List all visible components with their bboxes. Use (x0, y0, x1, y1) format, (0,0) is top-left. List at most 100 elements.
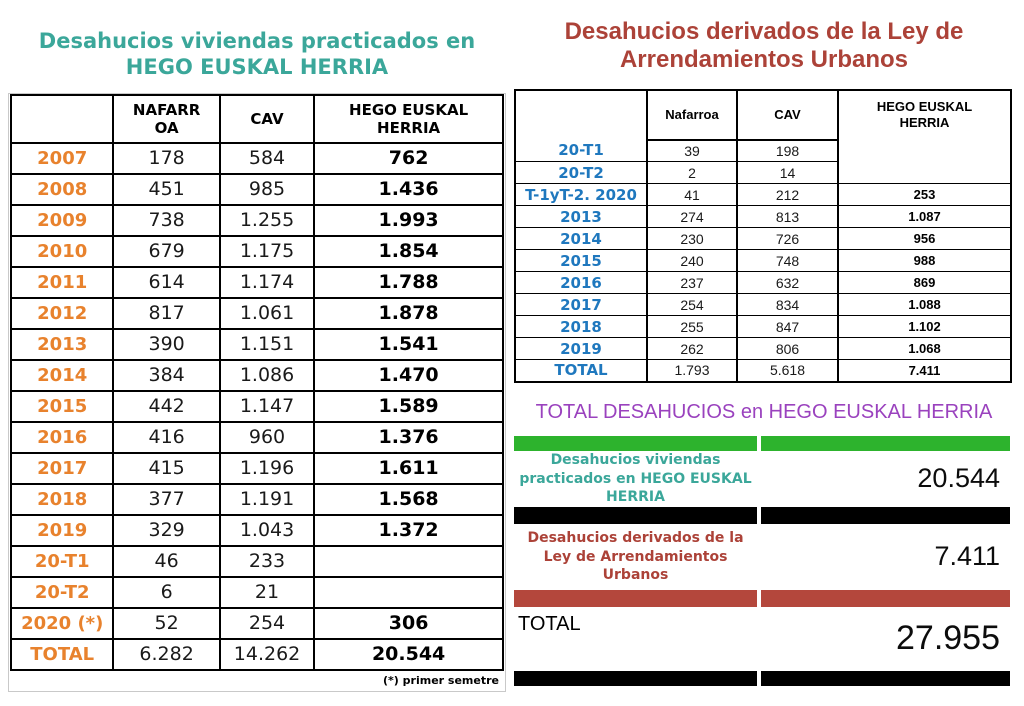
left-nafarroa-cell: 817 (112, 296, 221, 330)
left-nafarroa-cell: 46 (112, 544, 221, 578)
right-nafarroa-cell: 1.793 (646, 359, 737, 383)
right-hego-cell: 1.102 (837, 315, 1011, 339)
left-hego-cell: 1.589 (313, 389, 504, 423)
right-table-row: TOTAL 1.793 5.618 7.411 (515, 359, 1011, 383)
left-row-label: TOTAL (9, 637, 115, 671)
right-header-row: Nafarroa CAV HEGO EUSKAL HERRIA (515, 89, 1011, 141)
left-row-label: 2010 (9, 234, 115, 268)
summary-lau-label: Desahucios derivados de la Ley de Arrend… (527, 530, 744, 583)
summary-viviendas-value: 20.544 (917, 463, 1000, 494)
left-hego-cell: 1.436 (313, 172, 504, 206)
left-table-row: 2020 (*) 52 254 306 (9, 606, 504, 640)
right-hego-cell: 253 (837, 183, 1011, 207)
right-cav-cell: 748 (736, 249, 838, 273)
right-header-cav: CAV (736, 89, 838, 141)
left-row-label: 2008 (9, 172, 115, 206)
left-header-cav: CAV (218, 93, 316, 144)
left-cav-cell: 254 (218, 606, 316, 640)
left-hego-cell: 1.611 (313, 451, 504, 485)
right-table-row: 2018 255 847 1.102 (515, 315, 1011, 339)
summary-total-value: 27.955 (896, 619, 1000, 658)
right-nafarroa-cell: 255 (646, 315, 737, 339)
right-hego-cell: 1.068 (837, 337, 1011, 361)
right-table-row: 2014 230 726 956 (515, 227, 1011, 251)
left-table-row: 2008 451 985 1.436 (9, 172, 504, 206)
summary-viviendas-label: Desahucios viviendas practicados en HEGO… (519, 452, 752, 505)
left-cav-cell: 233 (218, 544, 316, 578)
right-row-label: 2014 (515, 227, 647, 251)
left-hego-cell: 762 (313, 141, 504, 175)
black-separator-bar-bottom (514, 670, 1010, 686)
right-title: Desahucios derivados de la Ley de Arrend… (564, 18, 964, 74)
left-hego-cell (313, 544, 504, 578)
left-table-row: 2017 415 1.196 1.611 (9, 451, 504, 485)
left-table: NAFARROA CAV HEGO EUSKAL HERRIA 2007 178 5… (9, 93, 504, 671)
left-row-label: 20-T1 (9, 544, 115, 578)
right-cav-cell: 14 (736, 161, 838, 185)
left-hego-cell: 1.376 (313, 420, 504, 454)
left-nafarroa-cell: 390 (112, 327, 221, 361)
left-row-label: 2017 (9, 451, 115, 485)
left-row-label: 2011 (9, 265, 115, 299)
right-hego-cell (837, 161, 1011, 185)
left-cav-cell: 1.147 (218, 389, 316, 423)
left-table-row: 2019 329 1.043 1.372 (9, 513, 504, 547)
left-nafarroa-cell: 415 (112, 451, 221, 485)
left-cav-cell: 960 (218, 420, 316, 454)
right-header-nafarroa: Nafarroa (646, 89, 737, 141)
summary-lau-value: 7.411 (934, 541, 1000, 572)
left-nafarroa-cell: 679 (112, 234, 221, 268)
left-cav-cell: 584 (218, 141, 316, 175)
left-title: Desahucios viviendas practicados en HEGO… (38, 29, 476, 80)
summary-row-total: TOTAL 27.955 (514, 606, 1010, 671)
summary-row-viviendas: Desahucios viviendas practicados en HEGO… (514, 450, 1010, 507)
left-table-row: 2012 817 1.061 1.878 (9, 296, 504, 330)
right-table-row: 2013 274 813 1.087 (515, 205, 1011, 229)
right-row-label: T-1yT-2. 2020 (515, 183, 647, 207)
left-cav-cell: 1.043 (218, 513, 316, 547)
right-cav-cell: 726 (736, 227, 838, 251)
left-nafarroa-cell: 6 (112, 575, 221, 609)
left-row-label: 2016 (9, 420, 115, 454)
right-hego-cell: 956 (837, 227, 1011, 251)
summary-table: Desahucios viviendas practicados en HEGO… (514, 435, 1010, 686)
right-row-label: 2016 (515, 271, 647, 295)
right-nafarroa-cell: 274 (646, 205, 737, 229)
left-nafarroa-cell: 416 (112, 420, 221, 454)
left-cav-cell: 1.174 (218, 265, 316, 299)
right-cav-cell: 212 (736, 183, 838, 207)
right-table-row: 2015 240 748 988 (515, 249, 1011, 273)
right-row-label: 2018 (515, 315, 647, 339)
left-row-label: 2014 (9, 358, 115, 392)
right-header-empty (515, 90, 647, 140)
left-row-label: 2018 (9, 482, 115, 516)
right-nafarroa-cell: 240 (646, 249, 737, 273)
left-table-frame: NAFARROA CAV HEGO EUSKAL HERRIA 2007 178 5… (8, 92, 506, 692)
left-header-nafarroa: NAFARROA (112, 93, 221, 144)
red-separator-bar (514, 589, 1010, 607)
left-table-row: 20-T2 6 21 (9, 575, 504, 609)
left-cav-cell: 21 (218, 575, 316, 609)
right-cav-cell: 632 (736, 271, 838, 295)
right-nafarroa-cell: 2 (646, 161, 737, 185)
left-hego-cell: 1.878 (313, 296, 504, 330)
right-table-row: 20-T2 2 14 (515, 161, 1011, 185)
left-hego-cell: 1.541 (313, 327, 504, 361)
left-table-row: 2015 442 1.147 1.589 (9, 389, 504, 423)
left-nafarroa-cell: 442 (112, 389, 221, 423)
left-header-nafarroa-label: NAFARROA (132, 100, 201, 137)
left-hego-cell: 1.993 (313, 203, 504, 237)
left-hego-cell: 1.470 (313, 358, 504, 392)
left-table-row: 20-T1 46 233 (9, 544, 504, 578)
left-header-row: NAFARROA CAV HEGO EUSKAL HERRIA (9, 93, 504, 144)
right-row-label: 2019 (515, 337, 647, 361)
left-nafarroa-cell: 377 (112, 482, 221, 516)
right-cav-cell: 834 (736, 293, 838, 317)
left-cav-cell: 1.255 (218, 203, 316, 237)
right-table-row: 2017 254 834 1.088 (515, 293, 1011, 317)
left-row-label: 2007 (9, 141, 115, 175)
right-table-row: 2016 237 632 869 (515, 271, 1011, 295)
left-hego-cell (313, 575, 504, 609)
right-nafarroa-cell: 254 (646, 293, 737, 317)
left-cav-cell: 1.191 (218, 482, 316, 516)
